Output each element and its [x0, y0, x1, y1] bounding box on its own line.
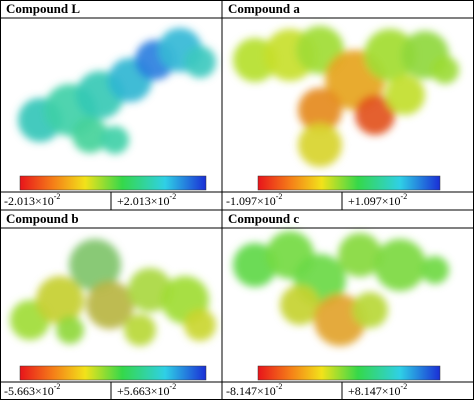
surface-blob [233, 243, 277, 287]
scale-base: +5.663×10 [117, 384, 170, 398]
scale-exponent: -2 [401, 192, 408, 201]
surface-blob [280, 285, 320, 325]
scale-label: +5.663×10-2 [117, 382, 176, 398]
color-bar [19, 175, 207, 191]
scale-base: +2.013×10 [117, 194, 170, 208]
scale-base: -2.013×10 [4, 194, 54, 208]
scale-label: +1.097×10-2 [348, 192, 407, 208]
scale-exponent: -2 [276, 192, 283, 201]
surface-blob [184, 309, 216, 341]
color-bar [257, 175, 441, 191]
scale-base: +8.147×10 [348, 384, 401, 398]
molecule-map [18, 28, 216, 154]
scale-base: +1.097×10 [348, 194, 401, 208]
panel: Compound L-2.013×10-2 +2.013×10-2 [0, 0, 222, 210]
panel-title: Compound c [228, 211, 299, 226]
surface-blob [352, 292, 388, 328]
scale-base: -8.147×10 [226, 384, 276, 398]
scale-label: -5.663×10-2 [4, 382, 60, 398]
header-bg [0, 210, 222, 228]
surface-blob [101, 126, 129, 154]
color-bar [257, 365, 441, 381]
surface-blob [56, 316, 84, 344]
surface-blob [431, 56, 459, 84]
scale-base: -1.097×10 [226, 194, 276, 208]
surface-blob [184, 46, 216, 78]
scale-label: +2.013×10-2 [117, 192, 176, 208]
scale-base: -5.663×10 [4, 384, 54, 398]
header-bg [222, 0, 474, 18]
surface-blob [36, 276, 84, 324]
scale-exponent: -2 [276, 382, 283, 391]
scale-exponent: -2 [170, 192, 177, 201]
surface-blob [69, 239, 121, 291]
surface-blob [72, 117, 108, 153]
panel: Compound c-8.147×10-2 +8.147×10-2 [222, 210, 474, 400]
molecule-map [233, 26, 459, 167]
panel-title: Compound b [6, 211, 79, 226]
surface-blob [86, 281, 134, 329]
surface-blob [364, 29, 416, 81]
panel: Compound a-1.097×10-2 +1.097×10-2 [222, 0, 474, 210]
scale-exponent: -2 [170, 382, 177, 391]
scale-label: -1.097×10-2 [226, 192, 282, 208]
surface-blob [385, 75, 425, 115]
scale-label: -2.013×10-2 [4, 192, 60, 208]
surface-blob [374, 239, 426, 291]
panel-title: Compound a [228, 1, 300, 16]
molecule-map [10, 239, 216, 346]
scale-exponent: -2 [54, 382, 61, 391]
surface-blob [338, 233, 382, 277]
scale-exponent: -2 [401, 382, 408, 391]
surface-blob [298, 123, 342, 167]
surface-blob [124, 314, 156, 346]
scale-exponent: -2 [54, 192, 61, 201]
header-bg [0, 0, 222, 18]
surface-blob [421, 256, 449, 284]
molecule-map [233, 231, 449, 346]
panel-title: Compound L [6, 1, 80, 16]
surface-blob [128, 268, 172, 312]
header-bg [222, 210, 474, 228]
scale-label: +8.147×10-2 [348, 382, 407, 398]
color-bar [19, 365, 207, 381]
panel: Compound b-5.663×10-2 +5.663×10-2 [0, 210, 222, 400]
scale-label: -8.147×10-2 [226, 382, 282, 398]
surface-blob [355, 95, 395, 135]
surface-blob [298, 88, 342, 132]
